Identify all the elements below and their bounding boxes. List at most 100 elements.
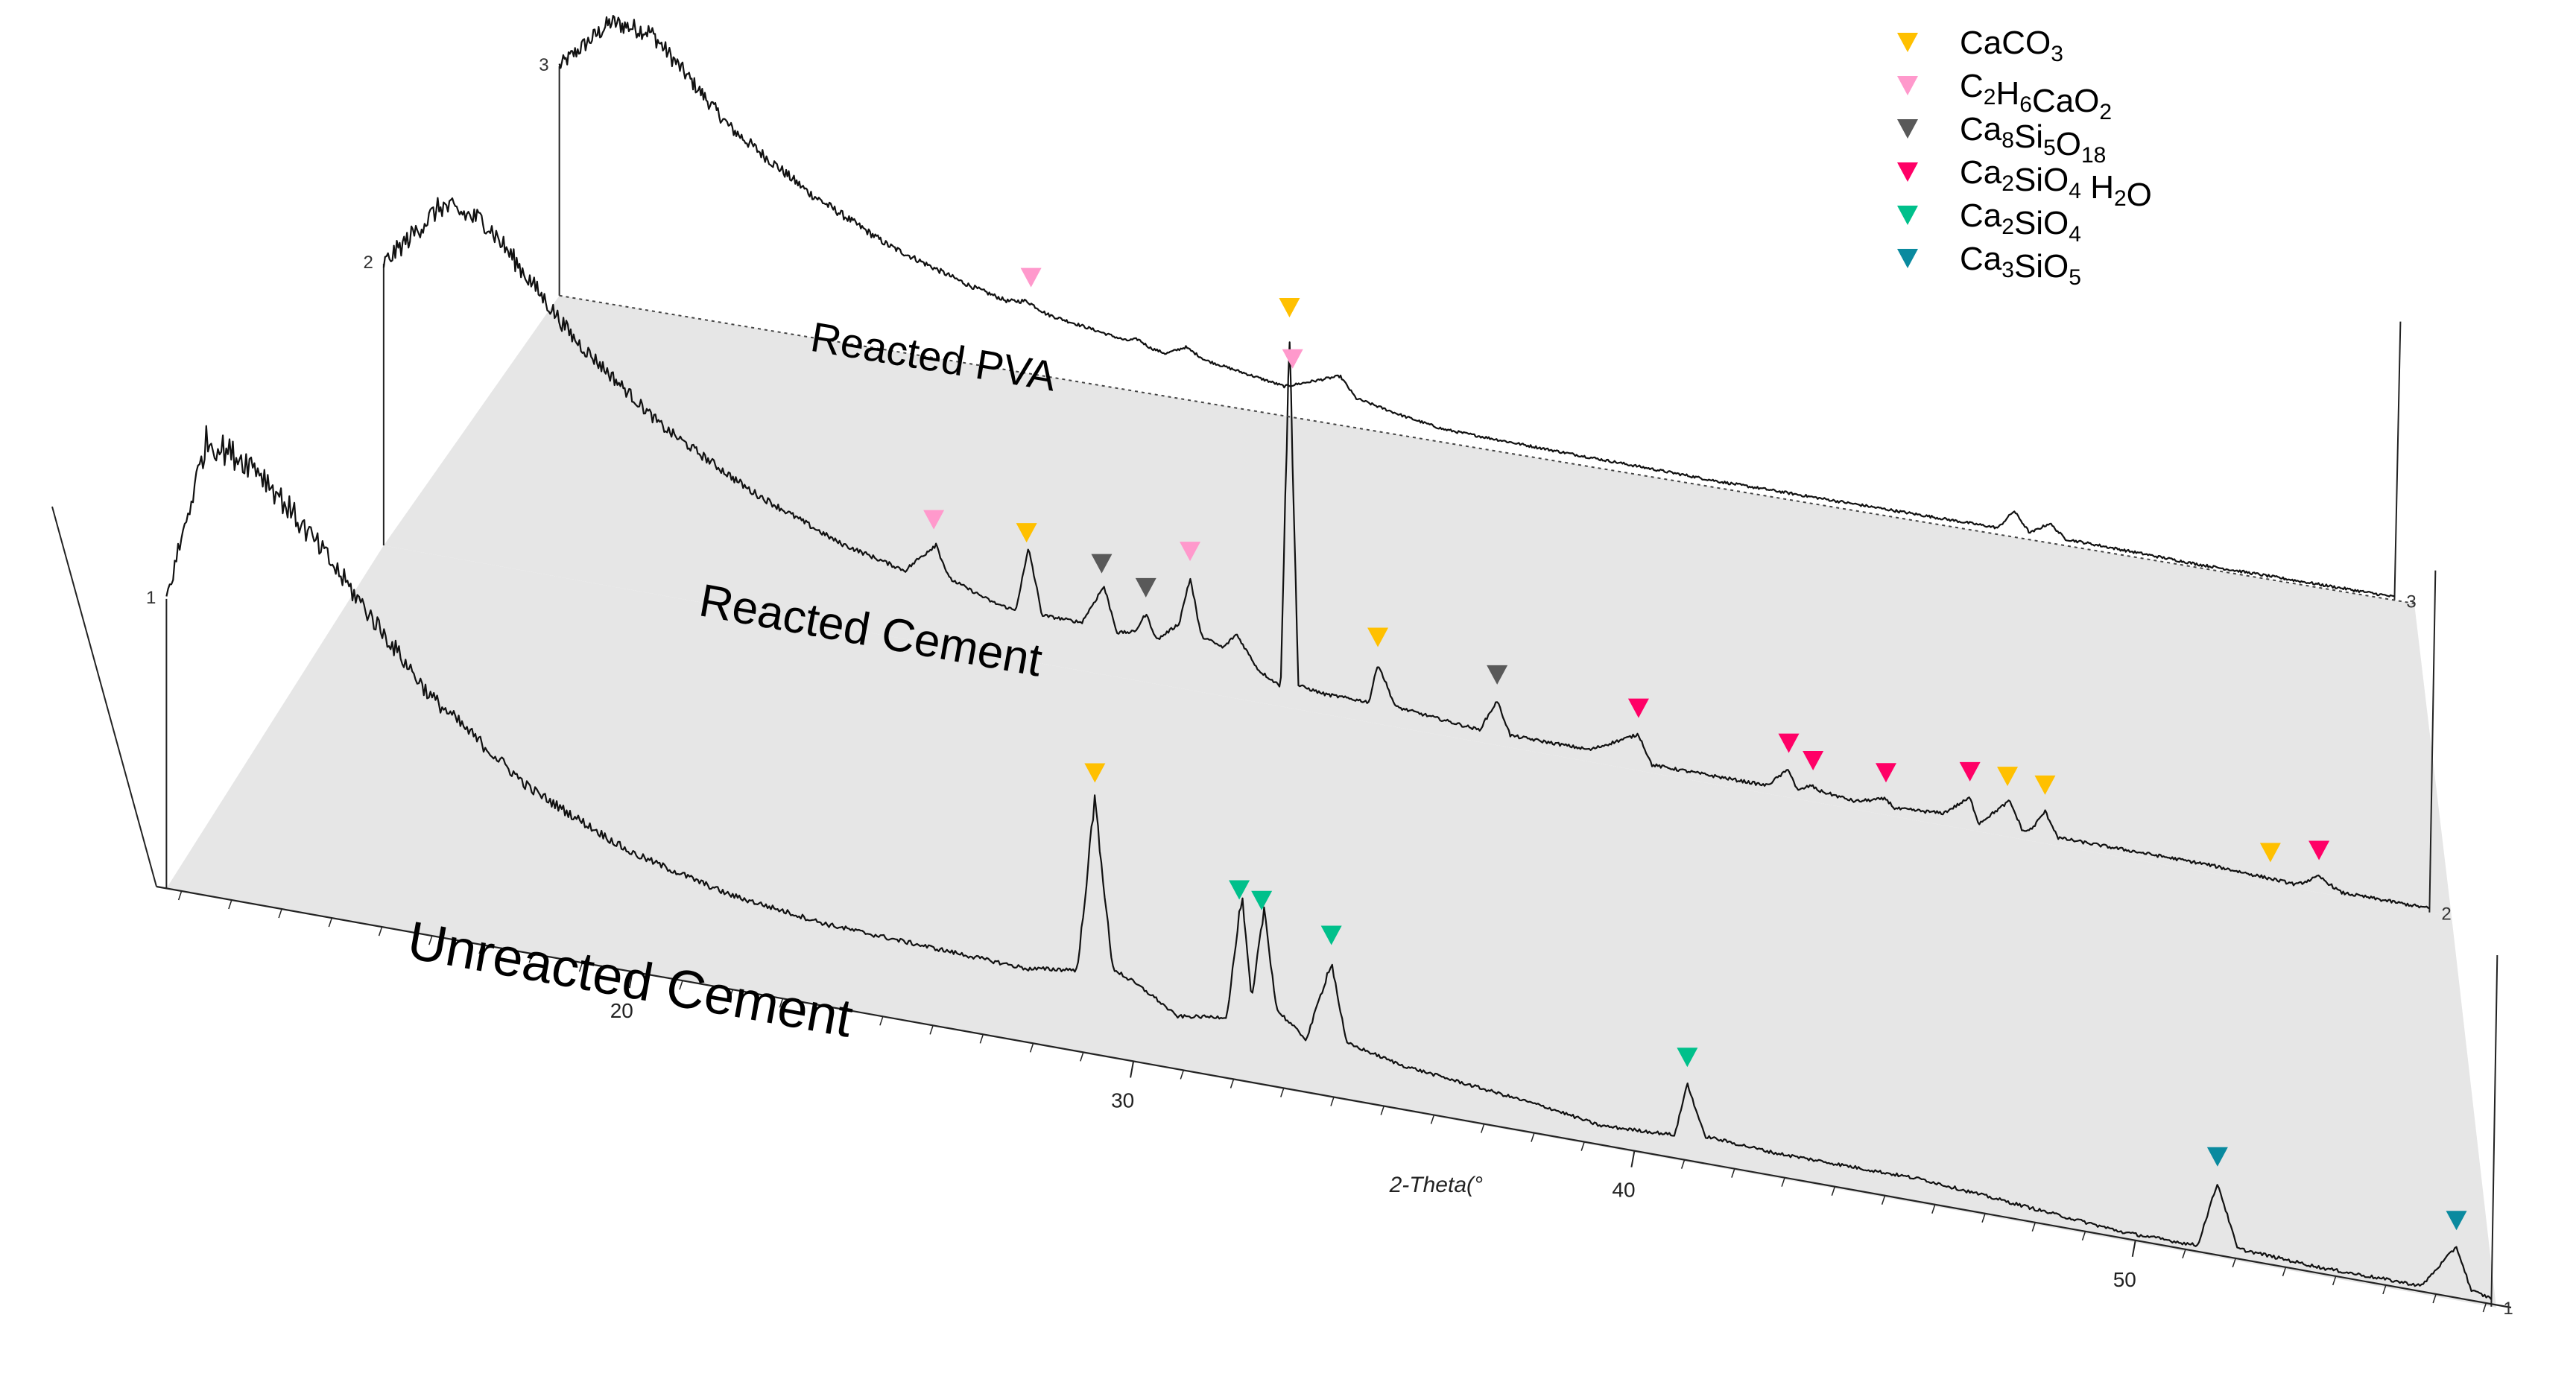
x-axis: 20 30 40 50 2-Theta(°: [51, 294, 2512, 1313]
series-2-right-edge: [2428, 570, 2437, 913]
series-1-index-left: 1: [146, 588, 156, 608]
x-tick-46: [1931, 1204, 1936, 1214]
peak-marker-2-11: [1875, 763, 1896, 783]
series-3-index-left: 3: [539, 55, 548, 75]
x-tick-32: [1230, 1079, 1235, 1088]
x-axis-title: 2-Theta(°: [1389, 1173, 1483, 1197]
peak-marker-2-4: [1180, 542, 1201, 562]
x-tick-35: [1380, 1106, 1384, 1115]
x-tick-37: [1480, 1124, 1485, 1133]
x-tick-21: [679, 980, 683, 990]
x-tick-51: [2182, 1249, 2186, 1259]
legend-entry-4: Ca2SiO4: [1897, 197, 2081, 247]
legend-marker-3: [1897, 162, 1918, 182]
peak-marker-2-9: [1778, 733, 1800, 753]
peak-marker-1-5: [2206, 1147, 2228, 1167]
peak-marker-layer: [923, 267, 2467, 1231]
x-tick-25: [879, 1016, 884, 1026]
x-tick-38: [1531, 1132, 1535, 1142]
peak-marker-2-2: [1091, 554, 1113, 574]
x-tick-48: [2031, 1222, 2036, 1232]
series-1-index-right: 1: [2503, 1299, 2513, 1319]
peak-marker-2-1: [1016, 523, 1037, 543]
trace-layer: [165, 15, 2499, 1307]
peak-marker-1-2: [1251, 890, 1273, 910]
legend-label-4: Ca2SiO4: [1960, 197, 2081, 247]
x-tick-23: [779, 998, 784, 1008]
x-tick-49: [2081, 1231, 2086, 1241]
x-tick-16: [428, 935, 433, 945]
series-2-index-left: 2: [364, 253, 373, 273]
x-tick-label-40: 40: [1612, 1179, 1635, 1202]
x-tick-41: [1680, 1159, 1686, 1169]
x-tick-22: [729, 989, 733, 999]
legend-entry-3: Ca2SiO4 H2O: [1897, 154, 2152, 213]
x-tick-57: [2482, 1302, 2487, 1313]
x-tick-29: [1080, 1052, 1084, 1062]
x-tick-56: [2432, 1293, 2437, 1304]
series-2-index-right: 2: [2441, 904, 2451, 925]
front-left-side: [51, 506, 157, 887]
x-tick-31: [1180, 1070, 1185, 1080]
peak-marker-2-0: [923, 510, 945, 530]
legend-entry-2: Ca8Si5O18: [1897, 111, 2106, 168]
x-tick-33: [1280, 1088, 1285, 1097]
peak-marker-2-5: [1279, 298, 1300, 318]
x-tick-50: [2131, 1240, 2136, 1258]
floor-plane-2: [383, 295, 2452, 916]
legend-entry-1: C2H6CaO2: [1897, 68, 2112, 124]
x-tick-18: [528, 953, 533, 963]
x-tick-42: [1731, 1168, 1735, 1178]
x-tick-40: [1630, 1150, 1636, 1167]
legend-label-5: Ca3SiO5: [1960, 241, 2081, 290]
peak-marker-1-1: [1229, 880, 1250, 900]
peak-marker-3-1: [1282, 349, 1303, 369]
x-tick-54: [2332, 1275, 2337, 1286]
series-3-trace: [558, 15, 2395, 598]
legend-entry-0: CaCO3: [1897, 25, 2063, 66]
x-tick-label-50: 50: [2113, 1268, 2136, 1291]
x-tick-24: [829, 1007, 834, 1017]
x-tick-39: [1580, 1141, 1585, 1151]
legend-marker-0: [1897, 33, 1918, 52]
series-1-trace: [165, 425, 2493, 1300]
peak-marker-2-12: [1959, 761, 1981, 782]
x-tick-17: [478, 944, 483, 954]
series-3-backdrop: [559, 16, 2395, 600]
legend-label-3: Ca2SiO4 H2O: [1960, 154, 2152, 213]
peak-marker-1-0: [1084, 763, 1106, 783]
peak-marker-2-14: [2034, 775, 2056, 795]
x-tick-13: [278, 908, 282, 919]
series-1-right-edge: [2490, 955, 2499, 1307]
x-tick-14: [328, 917, 333, 928]
x-tick-28: [1029, 1043, 1034, 1053]
peak-marker-2-8: [1627, 698, 1649, 718]
x-tick-43: [1781, 1177, 1785, 1187]
peak-marker-1-4: [1677, 1048, 1698, 1068]
legend-label-1: C2H6CaO2: [1960, 68, 2112, 124]
peak-marker-2-6: [1367, 627, 1389, 647]
peak-marker-2-10: [1803, 751, 1824, 771]
x-tick-44: [1831, 1186, 1836, 1196]
x-tick-55: [2382, 1284, 2387, 1295]
x-tick-12: [228, 899, 232, 910]
peak-marker-2-15: [2259, 843, 2281, 863]
series-3-index-right: 3: [2406, 592, 2416, 612]
x-tick-26: [929, 1025, 934, 1035]
x-tick-30: [1130, 1061, 1135, 1078]
peak-marker-1-3: [1320, 925, 1342, 945]
x-tick-34: [1330, 1097, 1335, 1106]
peak-marker-1-6: [2446, 1211, 2467, 1231]
peak-marker-2-16: [2308, 840, 2330, 861]
legend-label-0: CaCO3: [1960, 25, 2063, 66]
x-tick-11: [177, 890, 183, 901]
x-tick-36: [1430, 1115, 1435, 1124]
peak-marker-2-7: [1487, 665, 1508, 685]
legend-marker-4: [1897, 206, 1918, 225]
peak-marker-2-13: [1997, 767, 2019, 787]
x-tick-label-20: 20: [610, 999, 633, 1022]
legend-entry-5: Ca3SiO5: [1897, 241, 2081, 290]
peak-marker-2-3: [1135, 577, 1156, 598]
x-tick-53: [2282, 1267, 2287, 1277]
